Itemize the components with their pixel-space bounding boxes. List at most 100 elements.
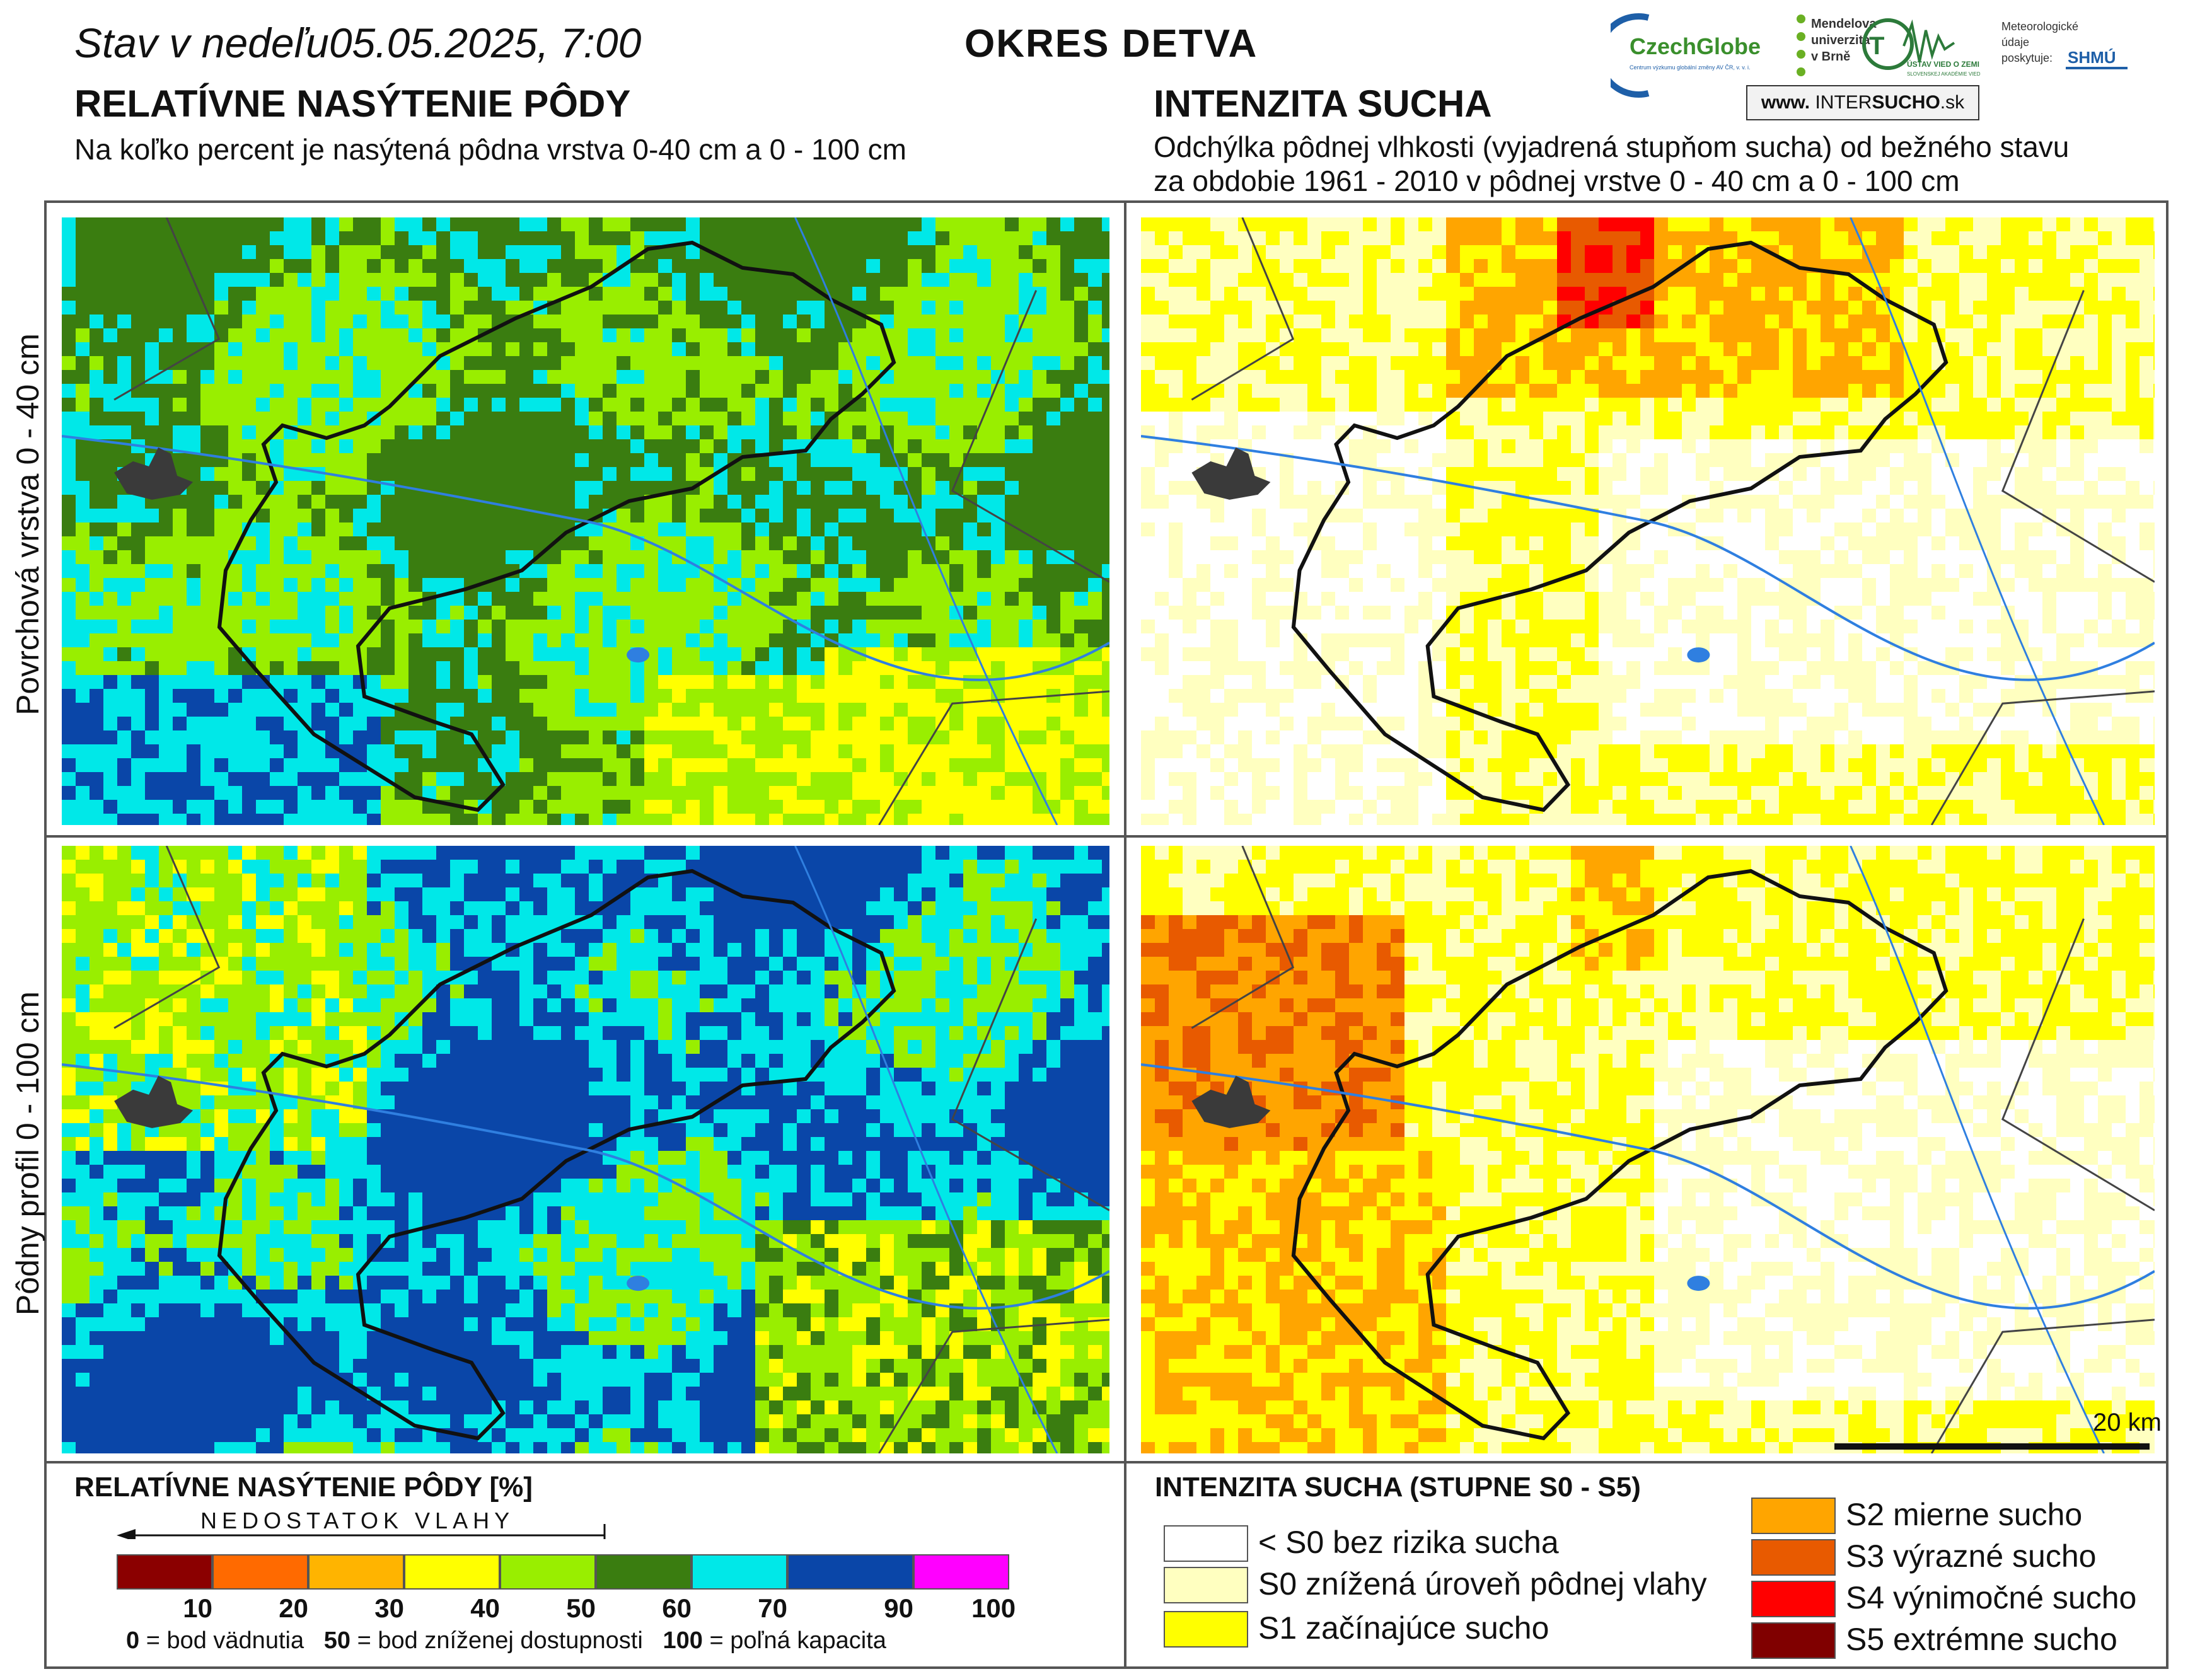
report-date-value: 05.05.2025, 7:00	[328, 20, 642, 66]
saturation-swatch	[117, 1554, 212, 1590]
river	[62, 1063, 1109, 1310]
intersucho-inter: INTER	[1815, 92, 1872, 113]
drought-legend-label: S5 extrémne sucho	[1846, 1622, 2117, 1657]
note-wilting: = bod vädnutia	[146, 1627, 304, 1654]
saturation-swatch	[500, 1554, 596, 1590]
ustav-text: ÚSTAV VIED O ZEMI	[1907, 59, 1979, 69]
scale-bar	[1834, 1443, 2150, 1450]
intersucho-sucho: SUCHO	[1872, 92, 1940, 113]
scale-label: 20 km	[2093, 1409, 2162, 1436]
drought-subtitle-line1: Odchýlka pôdnej vlhkosti (vyjadrená stup…	[1154, 130, 2070, 163]
row-label-bottom: Pôdny profil 0 - 100 cm	[10, 991, 45, 1316]
map-saturation-0-40	[62, 217, 1109, 825]
ustav-subtext: SLOVENSKEJ AKADÉMIE VIED	[1907, 71, 1981, 77]
drought-legend-swatch	[1751, 1498, 1836, 1534]
town-zvolen	[114, 1075, 194, 1128]
drought-legend-label: < S0 bez rizika sucha	[1258, 1525, 1559, 1560]
czechglobe-logo: CzechGlobe Centrum výzkumu globální změn…	[1611, 13, 1761, 98]
drought-legend-swatch	[1164, 1611, 1248, 1648]
town-zvolen	[114, 447, 194, 500]
row-label-top: Povrchová vrstva 0 - 40 cm	[10, 333, 45, 715]
drought-legend-swatch	[1751, 1581, 1836, 1617]
mendel-logo: Mendelova univerzita v Brně	[1797, 14, 1877, 76]
river	[794, 217, 1058, 825]
svg-text:v Brně: v Brně	[1811, 50, 1850, 64]
ustav-logo: T ÚSTAV VIED O ZEMI SLOVENSKEJ AKADÉMIE …	[1862, 18, 1981, 77]
note-capacity-value: 100	[663, 1627, 703, 1654]
intersucho-logo: www. INTERSUCHO.sk	[1746, 85, 1979, 120]
saturation-subtitle: Na koľko percent je nasýtená pôdna vrstv…	[74, 133, 906, 166]
saturation-swatch	[596, 1554, 692, 1590]
map-saturation-0-100	[62, 846, 1109, 1453]
saturation-swatch	[787, 1554, 913, 1590]
frame-divider-vertical	[1124, 200, 1126, 1669]
saturation-tick-label: 30	[374, 1593, 404, 1623]
river	[1850, 217, 2105, 825]
drought-legend-title: INTENZITA SUCHA (STUPNE S0 - S5)	[1155, 1472, 1641, 1503]
note-reduced-value: 50	[323, 1627, 351, 1654]
saturation-notes: 0 = bod vädnutia 50 = bod zníženej dostu…	[126, 1627, 886, 1654]
neighbour-boundary	[1191, 846, 2155, 1453]
drought-legend-label: S3 výrazné sucho	[1846, 1538, 2097, 1574]
partner-logos: CzechGlobe Centrum výzkumu globální změn…	[1611, 13, 2128, 98]
saturation-swatch	[913, 1554, 1009, 1590]
saturation-tick-label: 40	[470, 1593, 500, 1623]
saturation-tick-label: 90	[884, 1593, 913, 1623]
lake	[1687, 647, 1710, 663]
river	[1850, 846, 2105, 1453]
saturation-swatch	[212, 1554, 308, 1590]
river	[1141, 435, 2155, 681]
note-wilting-value: 0	[126, 1627, 140, 1654]
saturation-tick-label: 10	[183, 1593, 212, 1623]
svg-text:Mendelova: Mendelova	[1811, 17, 1877, 31]
river	[794, 846, 1058, 1453]
intersucho-sk: .sk	[1940, 92, 1965, 113]
deficit-arrow	[117, 1524, 606, 1539]
deficit-label: NEDOSTATOK VLAHY	[200, 1508, 515, 1533]
report-date: Stav v nedeľu05.05.2025, 7:00	[74, 19, 641, 67]
drought-title: INTENZITA SUCHA	[1154, 83, 1492, 125]
shmu-logo: Meteorologické údaje poskytuje: SHMÚ	[2001, 20, 2128, 69]
saturation-swatch	[308, 1554, 404, 1590]
drought-legend-label: S0 znížená úroveň pôdnej vlahy	[1258, 1566, 1707, 1602]
district-boundary	[1291, 869, 1949, 1441]
saturation-swatch	[692, 1554, 787, 1590]
town-zvolen	[1191, 447, 1271, 500]
frame-divider-legend	[44, 1461, 2169, 1463]
czechglobe-text: CzechGlobe	[1630, 33, 1761, 59]
saturation-tick-label: 60	[662, 1593, 692, 1623]
saturation-color-bar	[117, 1554, 1026, 1590]
drought-legend-label: S1 začínajúce sucho	[1258, 1610, 1549, 1646]
intersucho-www: www.	[1761, 92, 1810, 113]
saturation-swatch	[404, 1554, 500, 1590]
river	[1141, 1063, 2155, 1310]
district-boundary	[1291, 240, 1949, 812]
saturation-title: RELATÍVNE NASÝTENIE PÔDY	[74, 83, 631, 125]
saturation-tick-label: 20	[279, 1593, 308, 1623]
frame-divider-middle	[44, 835, 2169, 838]
lake	[1687, 1276, 1710, 1291]
drought-legend-label: S4 výnimočné sucho	[1846, 1580, 2137, 1615]
saturation-tick-label: 50	[566, 1593, 596, 1623]
czechglobe-subtext: Centrum výzkumu globální změny AV ČR, v.…	[1630, 64, 1751, 71]
neighbour-boundary	[113, 846, 1109, 1453]
river	[62, 435, 1109, 681]
map-drought-0-40	[1141, 217, 2155, 825]
svg-text:údaje: údaje	[2001, 36, 2029, 49]
shmu-text: SHMÚ	[2068, 48, 2116, 67]
svg-text:univerzita: univerzita	[1811, 33, 1870, 47]
report-date-prefix: Stav v nedeľu	[74, 20, 329, 66]
drought-legend-swatch	[1164, 1525, 1248, 1562]
drought-legend-swatch	[1751, 1622, 1836, 1659]
town-zvolen	[1191, 1075, 1271, 1128]
drought-legend-swatch	[1751, 1539, 1836, 1576]
svg-text:T: T	[1869, 32, 1884, 60]
note-capacity: = poľná kapacita	[709, 1627, 886, 1654]
drought-legend-label: S2 mierne sucho	[1846, 1497, 2083, 1532]
saturation-tick-label: 100	[971, 1593, 1016, 1623]
svg-text:Meteorologické: Meteorologické	[2001, 20, 2078, 33]
saturation-tick-label: 70	[758, 1593, 787, 1623]
district-boundary	[217, 240, 896, 812]
map-drought-0-100	[1141, 846, 2155, 1453]
panel-frame	[44, 200, 2169, 1669]
